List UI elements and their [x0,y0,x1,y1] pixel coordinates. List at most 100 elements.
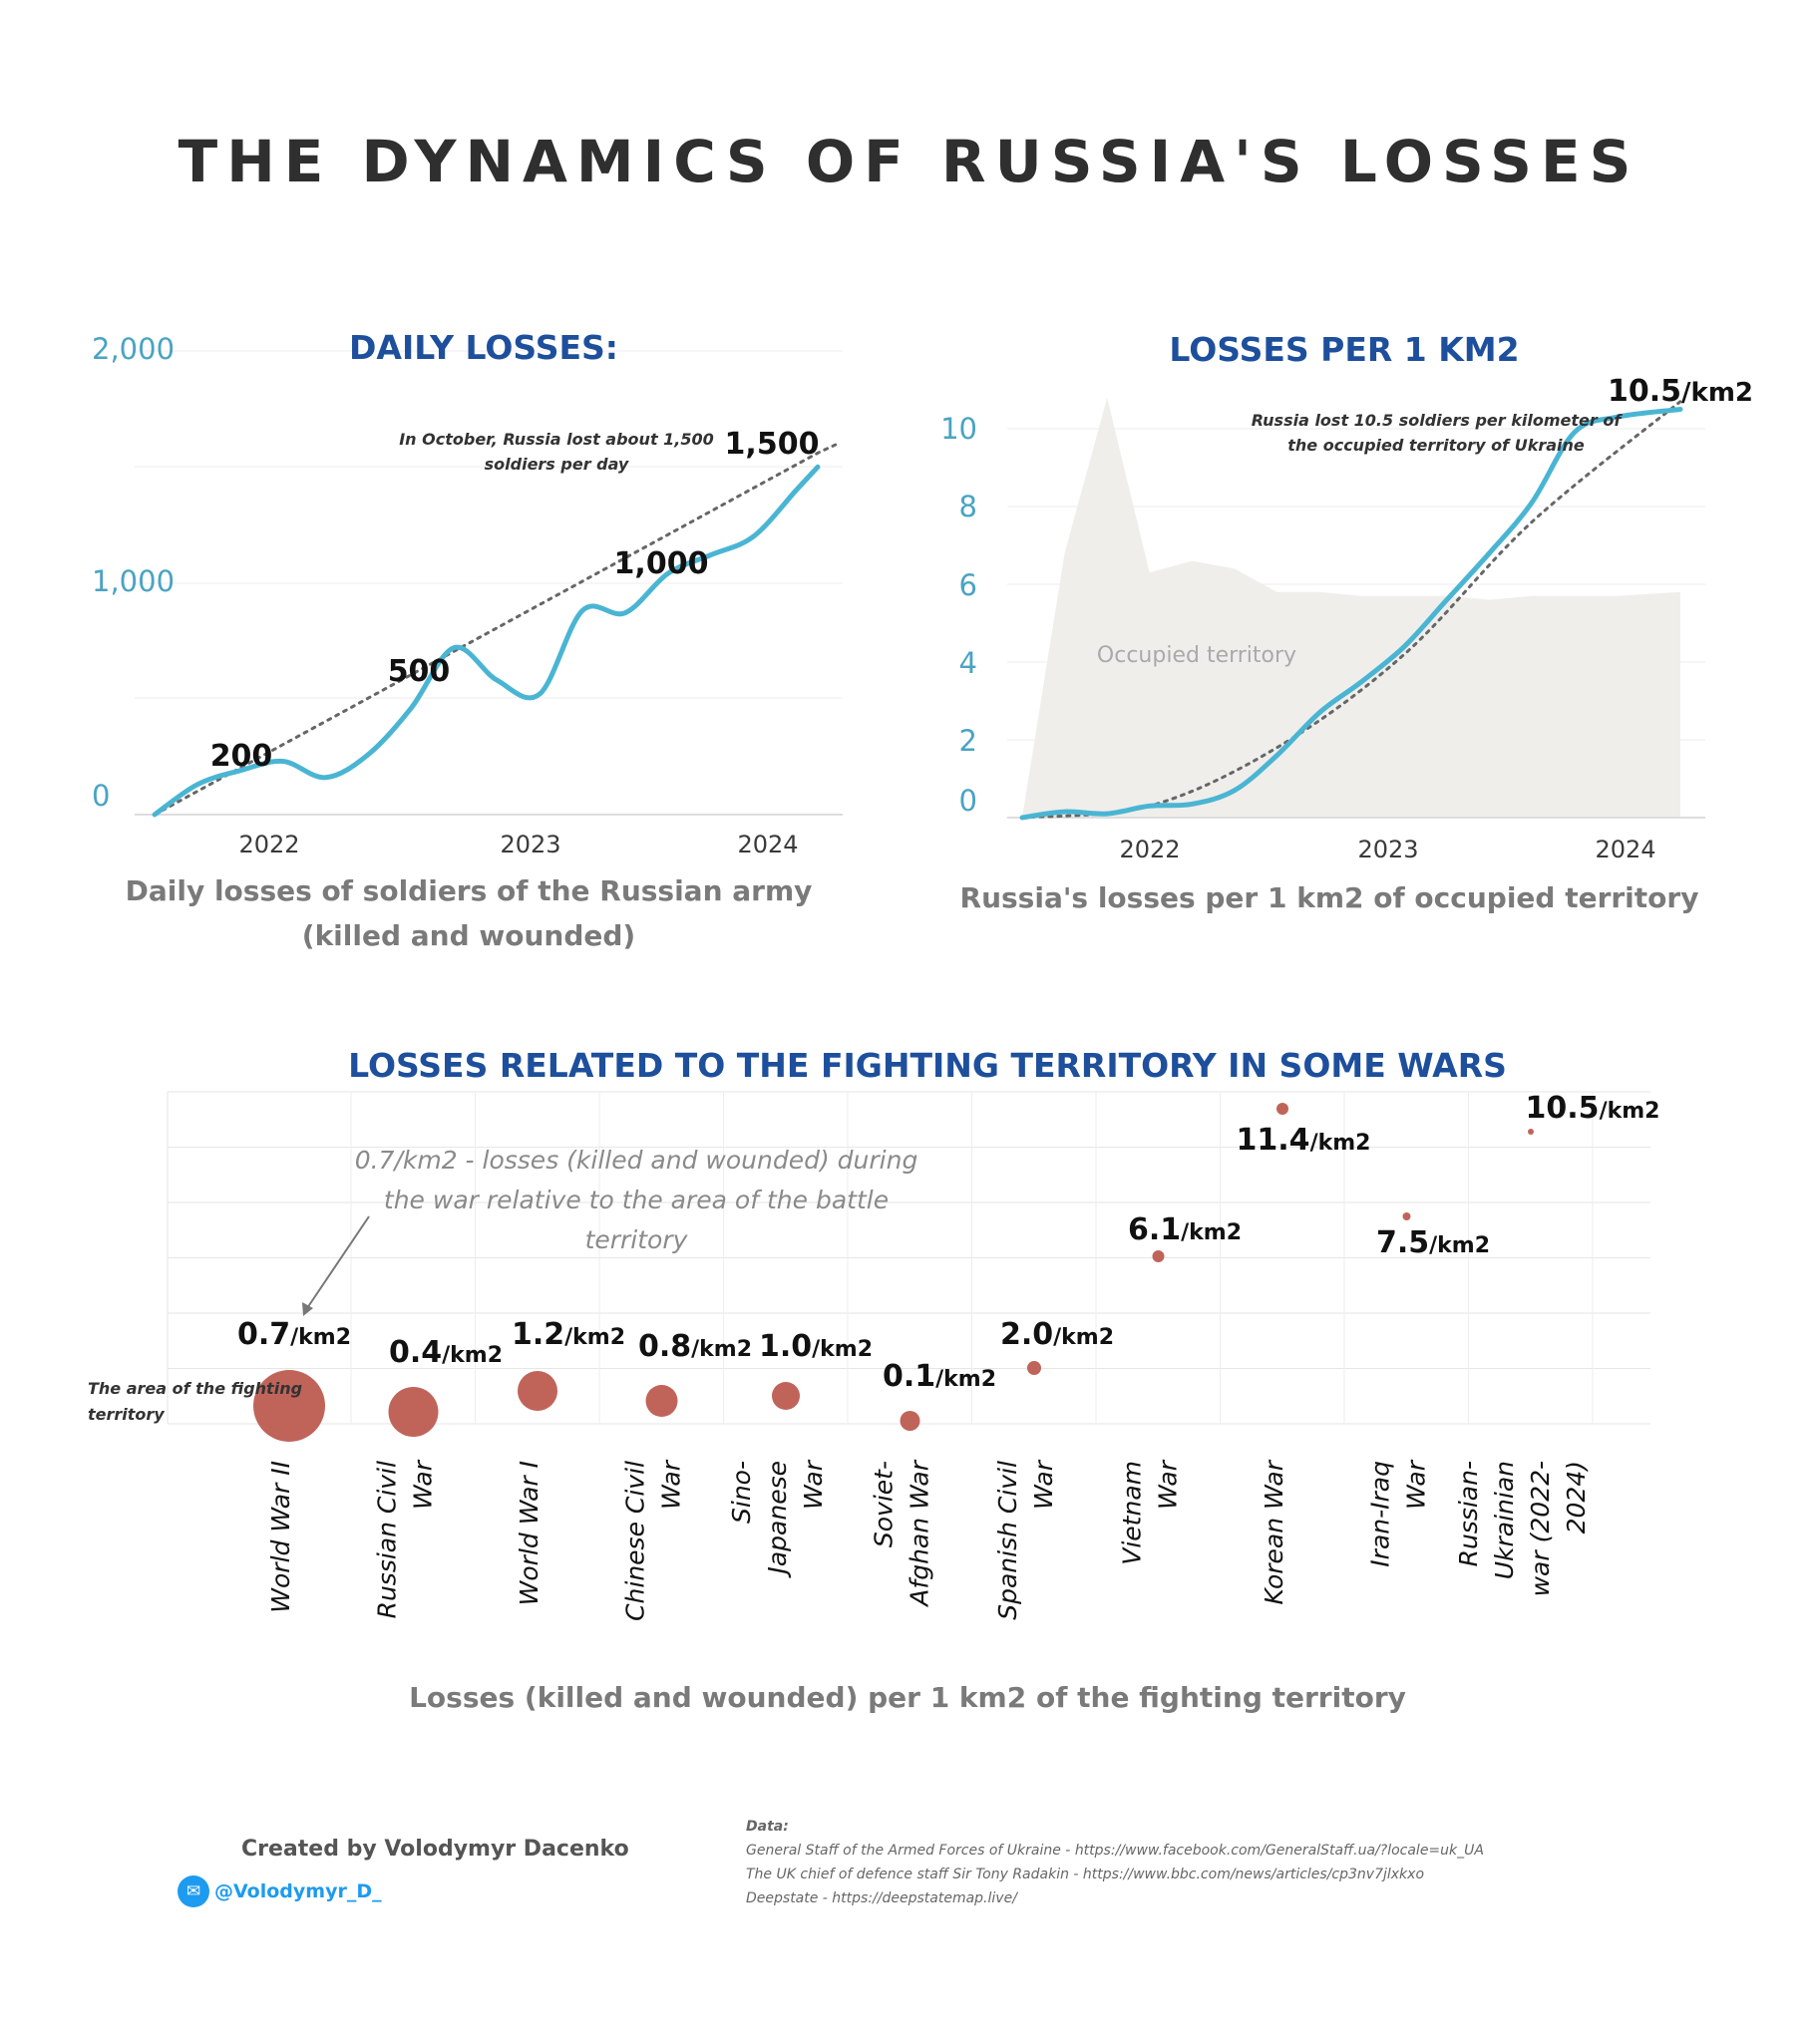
source-uk-defence: The UK chief of defence staff Sir Tony R… [746,1867,1425,1882]
value-label: 2.0/km2 [1000,1317,1114,1352]
data-label: 1,500 [725,427,820,462]
war-bubble [1528,1129,1534,1135]
end-label-unit: /km2 [1681,378,1753,408]
war-bubble [900,1411,920,1431]
war-category-label: World War I [515,1461,544,1605]
chart-caption: Russia's losses per 1 km2 of occupied te… [960,881,1699,914]
value-label-number: 11.4 [1237,1123,1310,1158]
y-tick-label: 6 [959,568,977,602]
losses-per-km2-line [1019,407,1683,821]
value-label-unit: /km2 [1600,1099,1660,1124]
source-deepstate: Deepstate - https://deepstatemap.live/ [746,1890,1017,1906]
war-category-label: Chinese Civil [621,1461,650,1621]
chart-note: In October, Russia lost about 1,500 [399,430,714,449]
war-category-label: Afghan War [906,1459,934,1607]
y-tick-label: 0 [959,784,977,818]
value-label-number: 0.7 [237,1317,290,1352]
war-category-label: Spanish Civil [993,1461,1022,1620]
twitter-icon: ✉ [178,1875,209,1907]
chart-note: soldiers per day [485,455,629,474]
war-category-label: Vietnam [1118,1461,1147,1565]
x-tick-label: 2024 [1595,836,1655,863]
war-category-label: Korean War [1260,1459,1288,1604]
y-tick-label: 0 [92,779,110,813]
chart-note: the occupied territory of Ukraine [1287,436,1585,455]
value-label-number: 10.5 [1526,1091,1600,1126]
y-tick-label: 2 [959,724,977,758]
value-label-number: 0.8 [638,1329,691,1364]
chart-annotation: the war relative to the area of the batt… [384,1186,889,1214]
war-bubble [1402,1212,1411,1220]
data-label: 200 [210,739,273,774]
value-label-unit: /km2 [442,1343,503,1368]
x-tick-label: 2022 [238,831,299,858]
value-label: 11.4/km2 [1237,1123,1371,1158]
y-tick-label: 4 [959,646,977,680]
page-title: THE DYNAMICS OF RUSSIA'S LOSSES [178,128,1640,195]
y-tick-label: 10 [940,412,977,446]
war-category-label: Russian- [1454,1461,1483,1566]
area-label: Occupied territory [1097,643,1296,668]
war-category-label: war (2022- [1526,1461,1555,1596]
war-category-label: War [657,1459,686,1510]
annotation-arrowhead [302,1302,313,1316]
war-bubble [518,1371,557,1411]
value-label-unit: /km2 [1181,1220,1242,1245]
war-category-label: World War II [266,1461,295,1613]
daily-losses-line [152,464,821,818]
war-bubble [388,1387,439,1437]
sources-header: Data: [746,1819,789,1835]
data-label: 1,000 [614,546,709,581]
trend-line [153,442,840,817]
chart-note: Russia lost 10.5 soldiers per kilometer … [1252,411,1624,430]
trend-line [1020,400,1682,820]
war-category-label: Ukrainian [1490,1461,1519,1579]
war-bubble [1276,1103,1288,1115]
value-label-unit: /km2 [1310,1131,1371,1156]
end-data-label: 10.5/km2 [1608,374,1753,409]
area-note: territory [88,1405,165,1424]
value-label: 0.4/km2 [389,1335,503,1370]
chart-title: LOSSES RELATED TO THE FIGHTING TERRITORY… [348,1046,1507,1085]
credit-text: Created by Volodymyr Dacenko [241,1837,629,1862]
value-label-number: 2.0 [1000,1317,1053,1352]
value-label-number: 6.1 [1128,1212,1181,1247]
area-note: The area of the fighting [88,1379,302,1398]
value-label-unit: /km2 [564,1325,625,1350]
war-category-label: Sino- [727,1461,756,1524]
value-label-number: 7.5 [1376,1225,1429,1260]
x-tick-label: 2023 [500,831,560,858]
source-general-staff: General Staff of the Armed Forces of Ukr… [746,1843,1484,1859]
value-label-unit: /km2 [290,1325,351,1350]
data-label: 500 [388,654,451,689]
value-label: 10.5/km2 [1526,1091,1660,1126]
value-label-unit: /km2 [1429,1233,1490,1258]
value-label-unit: /km2 [812,1337,873,1362]
war-category-label: War [799,1459,828,1510]
war-category-label: War [1029,1459,1058,1510]
twitter-handle-link[interactable]: @Volodymyr_D_ [214,1880,382,1902]
value-label: 1.0/km2 [759,1329,873,1364]
x-tick-label: 2022 [1119,836,1180,863]
war-bubble [1027,1361,1041,1375]
data-sources: Data: General Staff of the Armed Forces … [746,1815,1484,1910]
war-bubble [645,1385,678,1417]
value-label-number: 0.4 [389,1335,442,1370]
end-label-value: 10.5 [1608,374,1681,409]
value-label: 1.2/km2 [512,1317,625,1352]
value-label: 0.8/km2 [638,1329,752,1364]
y-tick-label: 1,000 [92,564,175,598]
value-label: 0.7/km2 [237,1317,351,1352]
chart-caption: Daily losses of soldiers of the Russian … [126,874,813,907]
war-category-label: War [409,1459,438,1510]
war-category-label: 2024) [1562,1461,1591,1533]
x-tick-label: 2024 [737,831,798,858]
war-category-label: War [1402,1459,1431,1510]
chart-caption: (killed and wounded) [302,919,635,952]
annotation-arrow [306,1215,370,1309]
chart-title: LOSSES PER 1 KM2 [1169,330,1519,369]
value-label: 6.1/km2 [1128,1212,1242,1247]
war-bubble [253,1370,325,1442]
chart-caption: Losses (killed and wounded) per 1 km2 of… [409,1681,1406,1714]
